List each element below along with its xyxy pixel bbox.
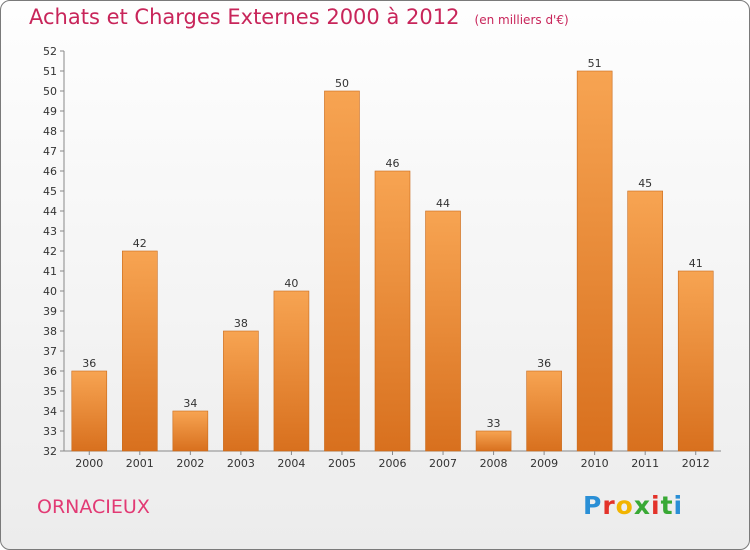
title-block: Achats et Charges Externes 2000 à 2012 (… — [29, 5, 569, 29]
data-label: 34 — [183, 397, 197, 410]
bar — [71, 370, 108, 452]
y-tick-label: 38 — [43, 325, 57, 338]
data-label: 46 — [386, 157, 400, 170]
data-label: 36 — [82, 357, 96, 370]
x-tick-label: 2002 — [176, 457, 204, 470]
chart-title: Achats et Charges Externes 2000 à 2012 — [29, 5, 460, 29]
y-tick-label: 43 — [43, 225, 57, 238]
x-tick-label: 2007 — [429, 457, 457, 470]
y-tick-label: 51 — [43, 65, 57, 78]
x-tick-label: 2001 — [126, 457, 154, 470]
y-tick-label: 33 — [43, 425, 57, 438]
x-tick-label: 2008 — [480, 457, 508, 470]
x-tick-label: 2009 — [530, 457, 558, 470]
x-tick-label: 2006 — [379, 457, 407, 470]
bar — [374, 170, 411, 452]
proxiti-logo: Proxiti — [583, 491, 683, 520]
data-label: 36 — [537, 357, 551, 370]
y-tick-label: 34 — [43, 405, 57, 418]
y-tick-label: 48 — [43, 125, 57, 138]
data-label: 40 — [284, 277, 298, 290]
bar — [475, 430, 512, 452]
data-label: 45 — [638, 177, 652, 190]
x-tick-label: 2012 — [682, 457, 710, 470]
x-tick-label: 2011 — [631, 457, 659, 470]
y-tick-label: 46 — [43, 165, 57, 178]
y-tick-label: 37 — [43, 345, 57, 358]
bar — [425, 210, 461, 452]
chart-unit-note: (en milliers d'€) — [474, 13, 569, 27]
logo-letter: P — [583, 491, 603, 520]
data-label: 41 — [689, 257, 703, 270]
y-tick-label: 49 — [43, 105, 57, 118]
logo-letter: t — [660, 491, 674, 520]
data-label: 38 — [234, 317, 248, 330]
bar — [324, 90, 360, 452]
bar — [576, 70, 613, 452]
bar — [223, 330, 259, 452]
y-tick-label: 44 — [43, 205, 57, 218]
data-label: 44 — [436, 197, 450, 210]
data-label: 33 — [487, 417, 501, 430]
data-label: 51 — [588, 57, 602, 70]
bar — [526, 370, 562, 452]
logo-letter: i — [651, 491, 661, 520]
x-tick-label: 2003 — [227, 457, 255, 470]
logo-letter: r — [602, 491, 616, 520]
y-tick-label: 45 — [43, 185, 57, 198]
y-tick-label: 40 — [43, 285, 57, 298]
y-tick-label: 42 — [43, 245, 57, 258]
y-tick-label: 35 — [43, 385, 57, 398]
y-tick-label: 36 — [43, 365, 57, 378]
logo-letter: i — [673, 491, 684, 520]
logo-letter: x — [633, 491, 651, 520]
y-tick-label: 52 — [43, 45, 57, 58]
bar — [122, 250, 158, 452]
y-tick-label: 39 — [43, 305, 57, 318]
bar — [172, 410, 209, 452]
y-tick-label: 32 — [43, 445, 57, 458]
x-tick-label: 2010 — [581, 457, 609, 470]
y-tick-label: 41 — [43, 265, 57, 278]
bar — [627, 190, 663, 452]
bar — [273, 290, 310, 452]
x-tick-label: 2004 — [277, 457, 305, 470]
logo-letter: o — [615, 491, 634, 520]
data-label: 42 — [133, 237, 147, 250]
x-tick-label: 2005 — [328, 457, 356, 470]
commune-name: ORNACIEUX — [37, 496, 150, 518]
x-tick-label: 2000 — [75, 457, 103, 470]
y-tick-label: 50 — [43, 85, 57, 98]
data-label: 50 — [335, 77, 349, 90]
bar — [677, 270, 714, 452]
y-tick-label: 47 — [43, 145, 57, 158]
